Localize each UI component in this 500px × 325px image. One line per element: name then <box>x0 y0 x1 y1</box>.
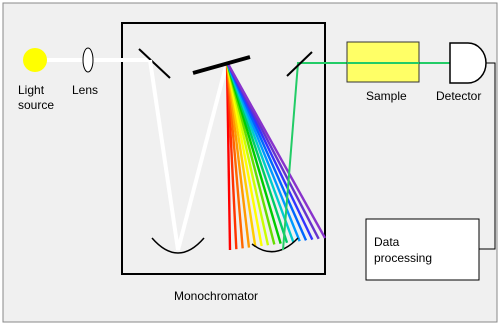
data-processing-box <box>365 218 480 281</box>
monochromator-label: Monochromator <box>174 289 258 303</box>
sample-label: Sample <box>366 89 407 103</box>
detector-icon <box>449 42 487 84</box>
detector-wire <box>479 62 496 250</box>
diffraction-grating <box>192 55 251 75</box>
dispersed-spectrum <box>225 61 327 251</box>
spectrum-ray <box>225 61 327 239</box>
light-source-label: Light source <box>18 83 54 112</box>
internal-white-beam <box>148 59 229 251</box>
focusing-mirror <box>251 237 299 253</box>
data-processing-label: Data processing <box>374 235 432 265</box>
exit-mirror <box>286 51 313 77</box>
light-source-icon <box>23 48 47 72</box>
monochromator-box <box>121 22 326 275</box>
collimating-mirror <box>151 237 205 254</box>
lens-icon <box>82 47 94 73</box>
detector-label: Detector <box>436 89 481 103</box>
lens-label: Lens <box>72 83 98 97</box>
entrance-mirror <box>138 48 171 79</box>
